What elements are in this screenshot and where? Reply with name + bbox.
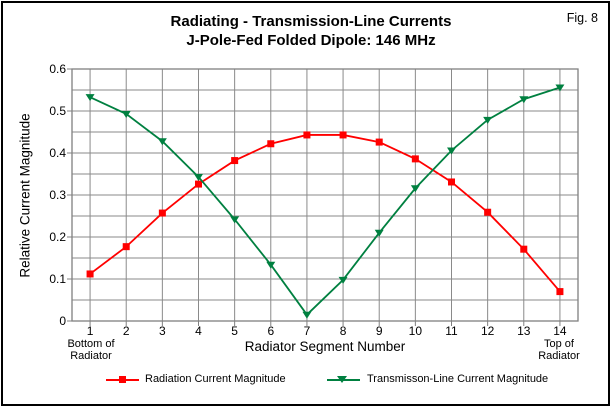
data-marker-radiation (86, 270, 94, 278)
data-marker-radiation (267, 140, 275, 148)
x-tick-label: 6 (267, 324, 275, 338)
data-marker-radiation (556, 288, 564, 296)
data-marker-radiation (122, 243, 130, 251)
y-tick-label: 0.5 (49, 104, 66, 118)
x-tick-label: 2 (122, 324, 130, 338)
x-tick-label: 3 (159, 324, 166, 338)
data-marker-transmission (230, 216, 240, 224)
chart-subtitle: J-Pole-Fed Folded Dipole: 146 MHz (186, 32, 436, 49)
y-tick-label: 0.6 (49, 62, 66, 76)
legend-triangle-marker-icon (337, 376, 347, 383)
x-axis-end-annotation-line1: Top of (544, 338, 574, 350)
x-tick-label: 14 (553, 324, 567, 338)
x-axis-start-annotation: Bottom of Radiator (51, 338, 131, 362)
data-marker-transmission (302, 311, 312, 319)
legend-square-marker-icon (119, 376, 126, 383)
plot-border (71, 68, 579, 322)
y-tick-label: 0.4 (49, 146, 66, 160)
legend-label-radiation: Radiation Current Magnitude (145, 373, 286, 385)
x-axis-start-annotation-line2: Radiator (70, 350, 112, 362)
x-tick-label: 12 (480, 324, 495, 338)
x-axis-title: Radiator Segment Number (244, 339, 406, 354)
x-axis-start-annotation-line1: Bottom of (67, 338, 115, 350)
data-marker-radiation (339, 131, 347, 139)
x-tick-label: 10 (408, 324, 423, 338)
x-tick-label: 1 (86, 324, 94, 338)
data-marker-radiation (520, 245, 528, 253)
data-marker-transmission (519, 96, 529, 104)
data-marker-transmission (483, 116, 493, 124)
x-tick-label: 4 (195, 324, 202, 338)
chart-title: Radiating - Transmission-Line Currents (170, 13, 452, 30)
data-marker-transmission (555, 84, 565, 92)
x-tick-label: 11 (445, 324, 458, 338)
y-tick-label: 0.3 (49, 188, 66, 202)
x-tick-label: 5 (231, 324, 238, 338)
series-line-radiation (89, 134, 561, 293)
data-marker-transmission (447, 147, 456, 155)
y-tick-label: 0.1 (49, 272, 66, 286)
data-marker-radiation (448, 178, 455, 186)
data-marker-transmission (410, 185, 420, 193)
data-marker-radiation (303, 131, 311, 139)
data-marker-transmission (157, 138, 167, 146)
y-tick-label: 0.2 (49, 230, 66, 244)
x-tick-label: 9 (375, 324, 383, 338)
data-marker-transmission (85, 94, 95, 102)
data-marker-radiation (484, 208, 492, 216)
data-marker-transmission (121, 110, 131, 118)
x-tick-label: 8 (339, 324, 347, 338)
data-marker-radiation (231, 157, 239, 165)
x-axis-end-annotation-line2: Radiator (538, 350, 580, 362)
x-axis-end-annotation: Top of Radiator (519, 338, 599, 362)
data-marker-radiation (375, 138, 383, 146)
legend-label-transmission: Transmisson-Line Current Magnitude (367, 373, 549, 385)
series-line-transmission (89, 86, 561, 317)
y-tick-label: 0 (59, 314, 66, 328)
data-marker-transmission (374, 229, 384, 237)
data-marker-transmission (266, 261, 276, 269)
data-marker-transmission (194, 173, 203, 181)
data-marker-radiation (195, 180, 202, 188)
chart-title-block: Radiating - Transmission-Line Currents J… (11, 12, 611, 50)
figure-number-label: Fig. 8 (566, 11, 598, 25)
data-marker-radiation (411, 155, 419, 163)
plot-area (67, 68, 579, 326)
x-tick-label: 7 (303, 324, 311, 338)
data-marker-transmission (338, 276, 348, 284)
x-tick-label: 13 (517, 324, 531, 338)
data-marker-radiation (158, 209, 166, 217)
